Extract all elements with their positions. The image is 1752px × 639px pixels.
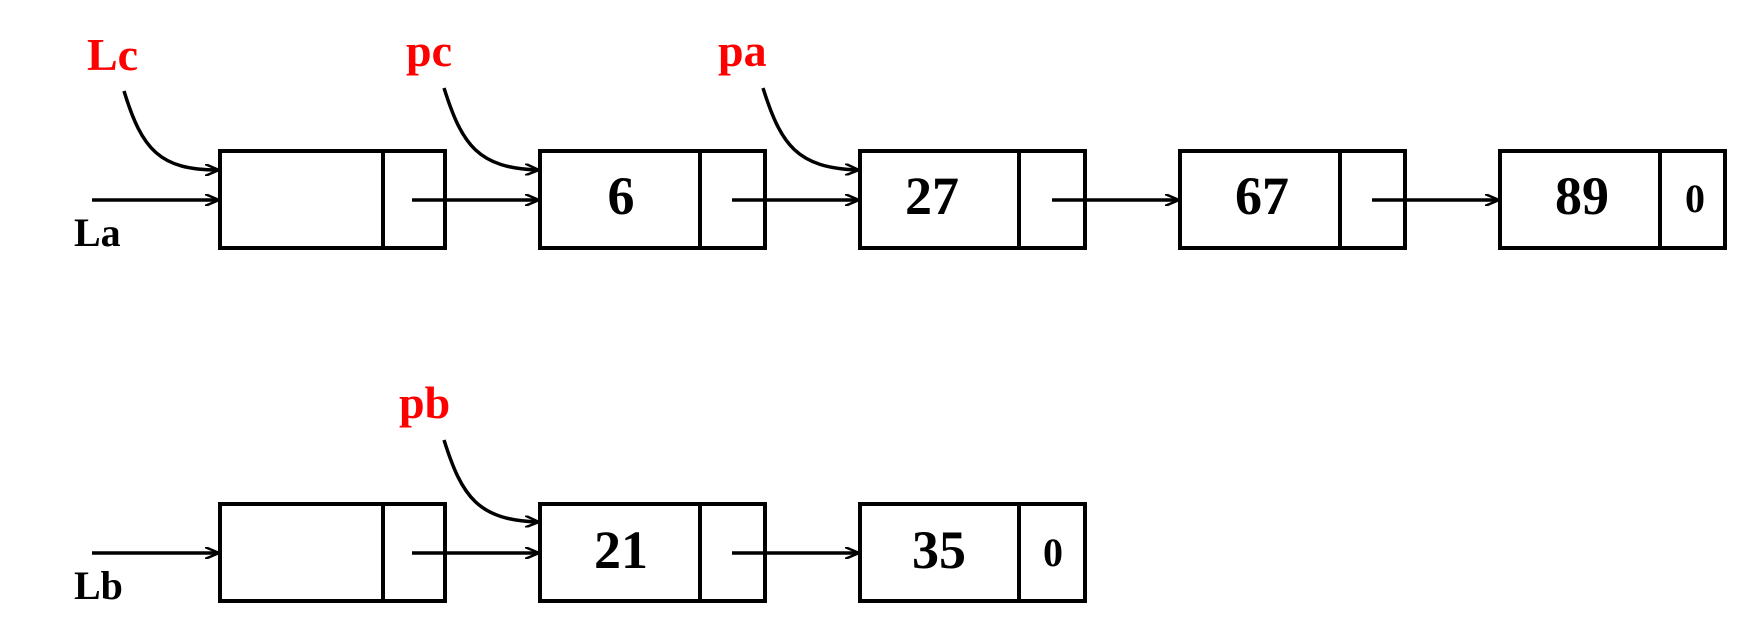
list-b-node-1-value: 21 xyxy=(594,520,648,580)
list-b: 21 35 0 Lb xyxy=(74,502,1087,608)
list-a-node-2: 27 xyxy=(858,149,1087,250)
pointer-pb-arrow xyxy=(442,439,538,522)
list-a-node-4: 89 0 xyxy=(1498,149,1727,250)
list-b-null-pointer: 0 xyxy=(1043,530,1063,575)
list-a-head-label: La xyxy=(74,210,121,255)
pointer-pa-label: pa xyxy=(718,25,767,76)
list-a-node-2-value: 27 xyxy=(905,166,959,226)
pointer-pc-label: pc xyxy=(406,25,452,76)
pointer-pa-arrow xyxy=(761,87,858,170)
list-b-node-2-value: 35 xyxy=(912,520,966,580)
pointer-lc-arrow xyxy=(122,90,218,170)
list-b-node-2: 35 0 xyxy=(858,502,1087,603)
list-a-node-1: 6 xyxy=(538,149,767,250)
list-b-head-node xyxy=(218,502,447,603)
list-b-head-label: Lb xyxy=(74,563,123,608)
pointer-pa: pa xyxy=(718,25,858,170)
list-a: 6 27 67 89 0 La xyxy=(74,149,1727,255)
pointer-lc-label: Lc xyxy=(87,29,138,80)
list-a-node-3: 67 xyxy=(1178,149,1407,250)
pointer-pb-label: pb xyxy=(399,377,450,428)
list-b-node-1: 21 xyxy=(538,502,767,603)
list-a-head-node xyxy=(218,149,447,250)
pointer-pc-arrow xyxy=(442,87,538,170)
pointer-pb: pb xyxy=(399,377,538,522)
pointer-pc: pc xyxy=(406,25,538,170)
list-a-null-pointer: 0 xyxy=(1685,176,1705,221)
list-a-node-3-value: 67 xyxy=(1235,166,1289,226)
pointer-lc: Lc xyxy=(87,29,218,170)
list-a-node-4-value: 89 xyxy=(1555,166,1609,226)
list-a-node-1-value: 6 xyxy=(608,166,635,226)
